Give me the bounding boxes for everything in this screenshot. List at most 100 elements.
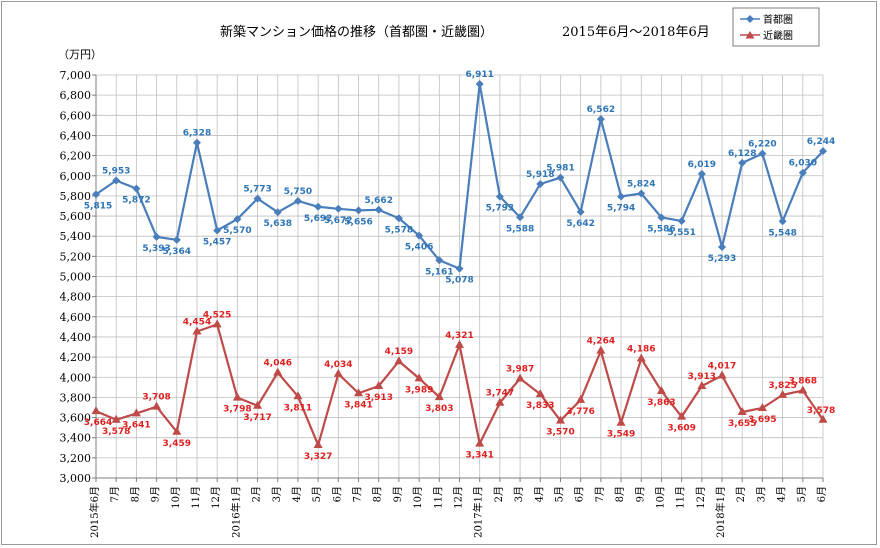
point-marker-diamond [415, 231, 424, 240]
x-tick-label: 5月 [553, 486, 565, 502]
y-tick-label: 5,800 [60, 190, 92, 203]
point-marker-diamond [536, 180, 545, 189]
point-marker-triangle [636, 353, 646, 362]
x-tick-label: 9月 [150, 486, 162, 502]
y-tick-label: 5,400 [60, 230, 92, 243]
data-label: 3,833 [526, 401, 554, 411]
x-tick-label: 9月 [392, 486, 404, 502]
point-marker-diamond [192, 138, 201, 147]
data-label: 3,578 [807, 406, 835, 416]
point-marker-diamond [798, 168, 807, 177]
legend-marker-triangle [745, 31, 755, 39]
data-label: 5,393 [142, 244, 170, 254]
data-label: 5,551 [667, 228, 695, 238]
point-marker-diamond [516, 213, 525, 222]
data-label: 4,454 [183, 318, 211, 328]
y-tick-label: 3,000 [60, 472, 92, 485]
point-marker-triangle [515, 373, 525, 382]
y-tick-label: 4,600 [60, 311, 92, 324]
data-label: 3,655 [728, 419, 756, 429]
point-marker-triangle [212, 319, 222, 328]
x-tick-label: 5月 [311, 486, 323, 502]
data-label: 5,406 [405, 243, 433, 253]
y-tick-label: 6,600 [60, 109, 92, 122]
y-tick-label: 6,800 [60, 89, 92, 102]
data-label: 5,953 [102, 166, 130, 176]
x-tick-label: 2月 [735, 486, 747, 502]
point-marker-diamond [617, 192, 626, 201]
y-axis-label: （万円） [58, 48, 102, 61]
point-marker-triangle [374, 381, 384, 390]
x-tick-label: 8月 [372, 486, 384, 502]
point-marker-triangle [616, 417, 626, 426]
point-marker-diamond [92, 190, 100, 199]
point-marker-diamond [334, 204, 343, 213]
point-marker-diamond [495, 192, 504, 201]
point-marker-diamond [778, 217, 787, 226]
chart-subtitle: 2015年6月～2018年6月 [562, 25, 710, 40]
point-marker-triangle [555, 415, 565, 424]
y-tick-label: 5,600 [60, 210, 92, 223]
data-label: 5,588 [506, 224, 534, 234]
point-marker-diamond [394, 214, 403, 223]
point-marker-diamond [152, 232, 161, 241]
data-label: 3,459 [163, 439, 191, 449]
data-label: 5,824 [627, 179, 655, 189]
legend-box [732, 7, 820, 47]
data-label: 3,811 [284, 403, 312, 413]
data-label: 5,578 [385, 225, 413, 235]
x-axis: 2015年6月 7月 8月 9月 10月 11月 12月 2016年1月 2月 3月 4月 5月 6月 7… [88, 477, 828, 538]
data-label: 6,128 [728, 149, 756, 159]
data-label: 5,918 [526, 170, 554, 180]
x-tick-label: 3月 [755, 486, 767, 502]
data-label: 3,841 [344, 400, 372, 410]
point-marker-diamond [435, 256, 444, 265]
data-label: 5,662 [364, 196, 392, 206]
data-label: 6,019 [688, 160, 716, 170]
x-tick-label: 3月 [513, 486, 525, 502]
y-tick-label: 4,200 [60, 351, 92, 364]
data-label: 5,293 [708, 254, 736, 264]
data-label: 3,609 [667, 424, 695, 434]
point-marker-triangle [495, 397, 505, 406]
point-marker-diamond [697, 169, 706, 178]
point-marker-diamond [273, 208, 282, 217]
x-tick-label: 11月 [190, 486, 202, 509]
data-label: 6,328 [183, 129, 211, 139]
x-tick-label: 8月 [129, 486, 141, 502]
legend-marker-diamond [746, 15, 754, 23]
point-marker-diamond [172, 235, 181, 244]
data-label: 4,525 [203, 310, 231, 320]
data-label: 5,570 [223, 226, 251, 236]
point-marker-triangle [434, 392, 444, 401]
x-tick-label: 11月 [432, 486, 444, 509]
x-tick-label: 7月 [352, 486, 364, 502]
point-marker-triangle [697, 381, 707, 390]
data-label: 4,264 [587, 337, 615, 347]
x-tick-label: 7月 [109, 486, 121, 502]
point-marker-triangle [757, 402, 767, 411]
point-marker-diamond [314, 202, 323, 211]
point-marker-triangle [111, 414, 121, 423]
data-label: 6,030 [789, 159, 817, 169]
point-marker-triangle [131, 408, 141, 417]
point-marker-diamond [718, 242, 727, 251]
data-label: 5,794 [607, 204, 635, 214]
data-label: 4,034 [324, 360, 352, 370]
x-tick-label: 12月 [453, 486, 465, 509]
data-label: 4,017 [708, 362, 736, 372]
y-tick-label: 6,200 [60, 150, 92, 163]
point-marker-triangle [394, 356, 404, 365]
y-tick-label: 3,200 [60, 452, 92, 465]
x-tick-label: 11月 [675, 486, 687, 509]
x-tick-label: 10月 [654, 486, 666, 509]
x-tick-label: 10月 [170, 486, 182, 509]
data-label: 3,549 [607, 430, 635, 440]
data-label: 5,457 [203, 237, 231, 247]
chart-title: 新築マンション価格の推移（首都圏・近畿圏） [220, 24, 493, 40]
data-label: 3,578 [102, 427, 130, 437]
y-axis: 3,000 3,200 3,400 3,600 3,800 4,000 4,200 4,400… [60, 69, 97, 485]
